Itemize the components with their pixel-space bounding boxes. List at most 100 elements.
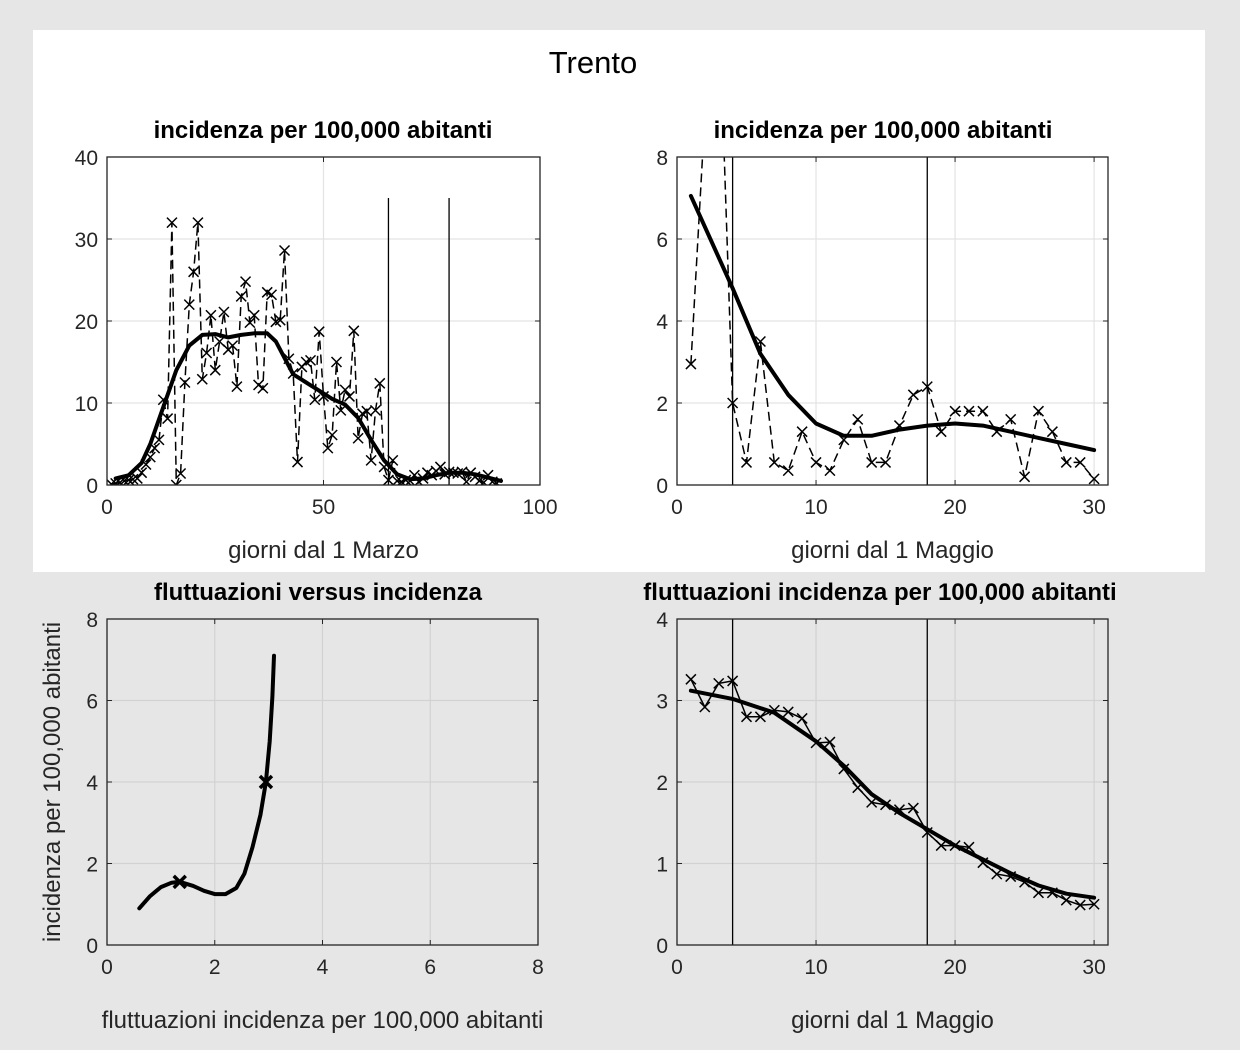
data-point-marker — [244, 317, 256, 329]
axes-2: 0 10 20 30 0 2 4 6 8 incidenza per 100,000 abitan… — [656, 117, 1109, 564]
y-tick-label: 40 — [75, 147, 98, 170]
data-point-marker — [991, 868, 1003, 880]
data-point-marker — [274, 314, 286, 326]
data-point-marker — [361, 405, 373, 417]
data-point-marker — [192, 217, 204, 229]
y-tick-label: 1 — [656, 854, 668, 877]
data-point-marker — [796, 712, 808, 724]
data-point-marker — [136, 467, 148, 479]
data-point-marker — [218, 306, 230, 318]
x-tick-label: 20 — [943, 496, 966, 519]
data-point-marker — [214, 335, 226, 348]
plot-content — [107, 198, 503, 485]
data-point-marker — [374, 377, 386, 389]
data-point-marker — [257, 382, 269, 394]
data-point-marker — [921, 381, 933, 393]
x-axis-label: giorni dal 1 Maggio — [791, 537, 994, 564]
x-axis-label: fluttuazioni incidenza per 100,000 abita… — [102, 1007, 544, 1034]
data-point-marker — [935, 840, 947, 852]
data-point-marker — [162, 413, 174, 425]
data-point-marker — [240, 276, 252, 288]
raw-series-line — [690, 157, 1095, 480]
data-point-marker — [685, 673, 697, 685]
x-tick-label: 8 — [532, 956, 544, 979]
data-point-marker — [1046, 426, 1058, 438]
data-point-marker — [335, 404, 347, 416]
data-point-marker — [1005, 413, 1017, 425]
axes-title: fluttuazioni incidenza per 100,000 abita… — [643, 579, 1116, 606]
y-tick-label: 8 — [86, 609, 98, 632]
data-point-marker — [1074, 899, 1086, 911]
data-point-marker — [796, 426, 808, 438]
plot-content — [685, 157, 1100, 485]
data-point-marker — [782, 465, 794, 477]
data-point-marker — [369, 404, 381, 416]
x-tick-label: 20 — [943, 956, 966, 979]
data-point-marker — [754, 711, 766, 723]
y-tick-label: 20 — [75, 311, 98, 334]
data-point-marker — [322, 442, 334, 454]
data-point-marker — [201, 347, 213, 359]
data-point-marker — [343, 390, 356, 402]
plot-content — [685, 619, 1100, 945]
data-point-marker — [768, 456, 780, 468]
data-point-marker — [170, 479, 182, 485]
y-tick-label: 4 — [656, 609, 668, 632]
data-point-marker — [330, 356, 343, 368]
axes-4: 0 10 20 30 0 1 2 3 4 fluttuazioni incidenza per 1… — [643, 579, 1116, 1034]
x-tick-label: 30 — [1082, 956, 1105, 979]
data-point-marker — [258, 774, 274, 790]
data-point-marker — [166, 217, 178, 229]
x-tick-label: 0 — [671, 956, 683, 979]
data-point-marker — [740, 456, 753, 468]
data-point-marker — [309, 394, 321, 406]
axes-title: fluttuazioni versus incidenza — [154, 579, 483, 606]
data-point-marker — [852, 413, 864, 425]
data-point-marker — [291, 456, 304, 468]
x-axis-label: giorni dal 1 Maggio — [791, 1007, 994, 1034]
y-tick-label: 2 — [656, 393, 668, 416]
data-point-marker — [313, 326, 325, 338]
data-point-marker — [278, 244, 291, 257]
plot-content — [137, 653, 276, 911]
data-point-marker — [866, 796, 878, 808]
data-point-marker — [713, 677, 725, 689]
x-tick-label: 6 — [424, 956, 436, 979]
data-point-marker — [977, 405, 989, 417]
data-point-marker — [782, 706, 794, 718]
x-tick-label: 4 — [317, 956, 329, 979]
y-tick-label: 6 — [86, 691, 98, 714]
y-tick-label: 0 — [86, 935, 98, 958]
data-point-marker — [365, 454, 377, 466]
data-point-marker — [1019, 471, 1031, 483]
y-tick-label: 0 — [656, 935, 668, 958]
data-point-marker — [1032, 887, 1045, 899]
data-point-marker — [382, 474, 394, 485]
data-point-marker — [1088, 898, 1100, 910]
x-tick-label: 10 — [804, 496, 827, 519]
y-tick-label: 10 — [75, 393, 98, 416]
data-point-marker — [1074, 456, 1086, 468]
smoothed-series-line — [113, 331, 503, 483]
y-tick-label: 8 — [656, 147, 668, 170]
data-point-marker — [266, 289, 278, 301]
data-point-marker — [935, 426, 947, 438]
data-point-marker — [740, 711, 753, 723]
x-axis-label: giorni dal 1 Marzo — [228, 537, 419, 564]
y-tick-label: 6 — [656, 229, 668, 252]
data-point-marker — [1088, 473, 1100, 485]
smoothed-series-line — [688, 688, 1097, 900]
data-point-marker — [179, 376, 191, 389]
data-point-marker — [131, 472, 143, 484]
x-tick-label: 0 — [671, 496, 683, 519]
data-point-marker — [963, 405, 975, 417]
data-point-marker — [153, 434, 165, 446]
x-tick-label: 0 — [101, 956, 113, 979]
x-tick-label: 50 — [312, 496, 335, 519]
data-point-marker — [949, 405, 961, 417]
data-point-marker — [183, 299, 195, 311]
data-point-marker — [107, 478, 117, 485]
data-point-marker — [1060, 456, 1072, 468]
y-tick-label: 0 — [656, 475, 668, 498]
y-tick-label: 0 — [86, 475, 98, 498]
